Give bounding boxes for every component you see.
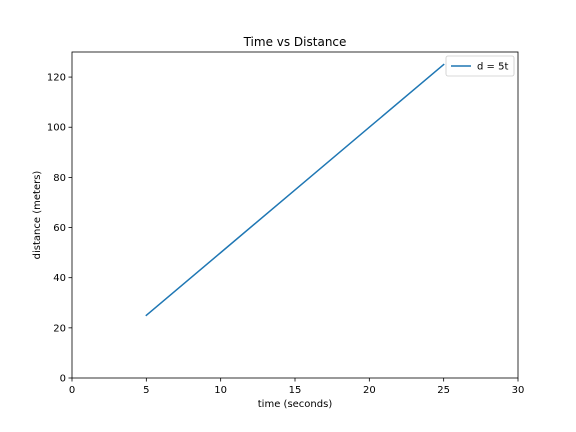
x-axis-ticks: 0 5 10 15 20 25 30 <box>69 378 525 396</box>
plot-frame <box>71 51 519 379</box>
legend-label: d = 5t <box>477 62 508 73</box>
legend: d = 5t <box>445 55 515 77</box>
x-tick-label: 30 <box>512 385 525 396</box>
legend-box <box>445 55 515 77</box>
y-tick-label: 0 <box>60 374 66 385</box>
series-group <box>145 63 445 317</box>
x-tick-label: 10 <box>214 385 227 396</box>
x-tick-label: 25 <box>437 385 450 396</box>
x-tick-label: 0 <box>69 385 75 396</box>
y-tick-label: 100 <box>47 123 66 134</box>
x-tick-label: 20 <box>363 385 376 396</box>
y-axis-ticks: 0 20 40 60 80 100 120 <box>47 73 72 385</box>
y-tick-label: 40 <box>53 273 66 284</box>
x-tick-label: 15 <box>289 385 302 396</box>
y-tick-label: 60 <box>53 223 66 234</box>
chart-title: Time vs Distance <box>243 35 347 49</box>
series-line <box>145 63 445 317</box>
y-axis-label: distance (meters) <box>32 171 43 260</box>
plot-area <box>72 52 518 378</box>
x-tick-label: 5 <box>143 385 149 396</box>
y-tick-label: 80 <box>53 173 66 184</box>
y-tick-label: 120 <box>47 73 66 84</box>
x-axis-label: time (seconds) <box>258 399 333 410</box>
y-tick-label: 20 <box>53 323 66 334</box>
